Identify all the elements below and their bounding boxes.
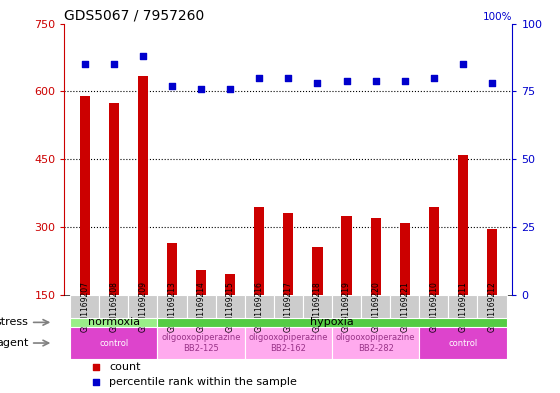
Text: count: count (109, 362, 141, 372)
Bar (196, 270, 206, 295)
Text: oligooxopiperazine
BB2-162: oligooxopiperazine BB2-162 (249, 333, 328, 353)
Bar (157, 295, 186, 318)
Point (488, 80, 497, 86)
Text: GSM1169219: GSM1169219 (342, 281, 351, 332)
Text: GSM1169207: GSM1169207 (80, 281, 89, 332)
Text: GSM1169210: GSM1169210 (430, 281, 438, 332)
Bar (283, 213, 293, 295)
Point (138, 53, 147, 59)
Text: GSM1169214: GSM1169214 (197, 281, 206, 332)
Text: GDS5067 / 7957260: GDS5067 / 7957260 (64, 8, 204, 22)
Bar (245, 327, 332, 359)
Bar (99, 295, 128, 318)
Text: GSM1169220: GSM1169220 (371, 281, 380, 332)
Point (80, 61, 89, 68)
Text: GSM1169218: GSM1169218 (313, 281, 322, 332)
Point (459, 61, 468, 68)
Bar (157, 327, 245, 359)
Text: GSM1169217: GSM1169217 (284, 281, 293, 332)
Text: GSM1169208: GSM1169208 (109, 281, 118, 332)
Text: control: control (99, 338, 128, 347)
Text: normoxia: normoxia (88, 318, 140, 327)
Text: 100%: 100% (483, 12, 512, 22)
Text: hypoxia: hypoxia (310, 318, 354, 327)
Bar (167, 243, 177, 295)
Point (167, 83, 176, 89)
Point (430, 75, 438, 81)
Text: GSM1169211: GSM1169211 (459, 281, 468, 332)
Bar (361, 295, 390, 318)
Bar (109, 103, 119, 295)
Text: GSM1169209: GSM1169209 (138, 281, 147, 332)
Bar (419, 295, 449, 318)
Bar (254, 207, 264, 295)
Bar (70, 295, 99, 318)
Point (371, 77, 380, 84)
Text: oligooxopiperazine
BB2-125: oligooxopiperazine BB2-125 (161, 333, 241, 353)
Bar (429, 207, 439, 295)
Text: GSM1169215: GSM1169215 (226, 281, 235, 332)
Point (255, 75, 264, 81)
Text: GSM1169216: GSM1169216 (255, 281, 264, 332)
Bar (371, 218, 381, 295)
Point (226, 86, 235, 92)
Bar (400, 222, 410, 295)
Bar (245, 295, 274, 318)
Bar (487, 229, 497, 295)
Bar (138, 75, 148, 295)
Text: percentile rank within the sample: percentile rank within the sample (109, 376, 297, 387)
Point (197, 86, 206, 92)
Text: agent: agent (0, 338, 29, 348)
Bar (458, 155, 468, 295)
Bar (274, 295, 303, 318)
Bar (478, 295, 507, 318)
Bar (419, 327, 507, 359)
Bar (186, 295, 216, 318)
Bar (303, 295, 332, 318)
Text: control: control (449, 338, 478, 347)
Bar (128, 295, 157, 318)
Bar (332, 327, 419, 359)
Point (342, 77, 351, 84)
Bar (390, 295, 419, 318)
Bar (449, 295, 478, 318)
Bar (70, 318, 157, 327)
Bar (70, 327, 157, 359)
Text: GSM1169212: GSM1169212 (488, 281, 497, 332)
Bar (332, 295, 361, 318)
Text: stress: stress (0, 318, 29, 327)
Text: GSM1169221: GSM1169221 (400, 281, 409, 332)
Point (400, 77, 409, 84)
Point (109, 61, 118, 68)
Text: oligooxopiperazine
BB2-282: oligooxopiperazine BB2-282 (336, 333, 416, 353)
Bar (80, 96, 90, 295)
Bar (216, 295, 245, 318)
Bar (157, 318, 507, 327)
Point (313, 80, 322, 86)
Bar (225, 274, 235, 295)
Text: GSM1169213: GSM1169213 (167, 281, 176, 332)
Bar (342, 216, 352, 295)
Bar (312, 247, 323, 295)
Point (284, 75, 293, 81)
